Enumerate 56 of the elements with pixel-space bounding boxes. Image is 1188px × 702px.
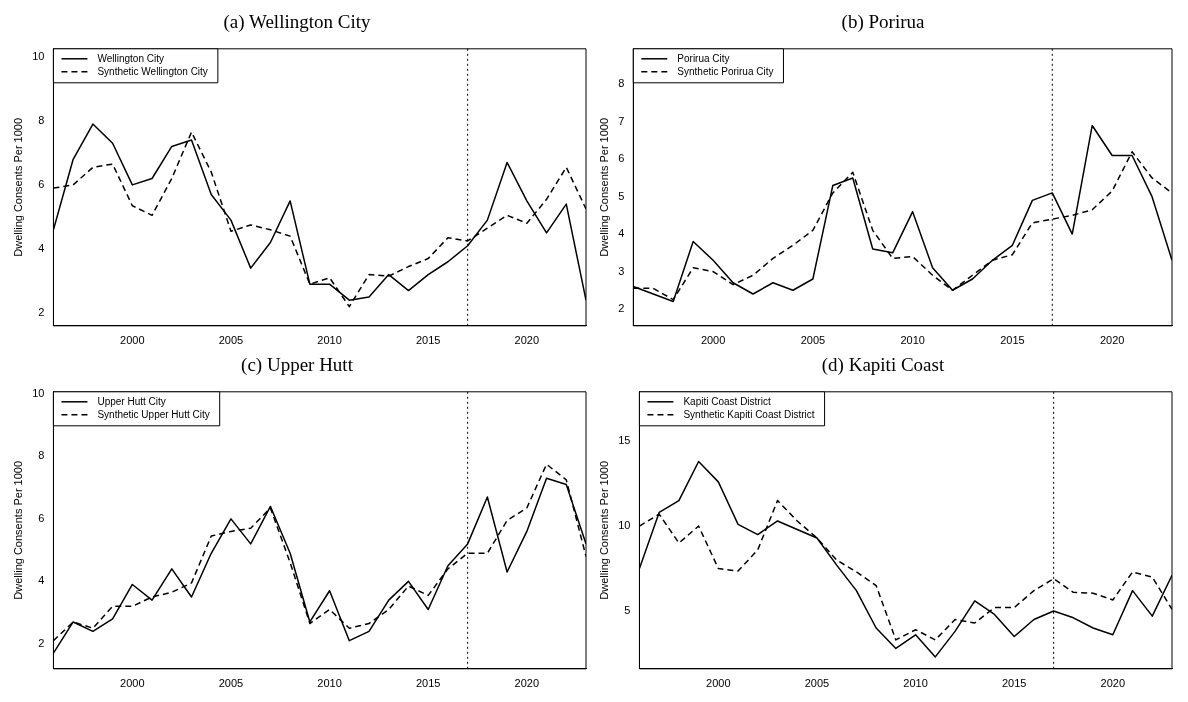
- y-tick-label: 5: [618, 189, 625, 202]
- x-tick-label: 2020: [1100, 677, 1126, 690]
- x-tick-label: 2000: [706, 677, 731, 690]
- y-axis-title: Dwelling Consents Per 1000: [597, 460, 610, 600]
- legend-label: Synthetic Upper Hutt City: [97, 408, 210, 420]
- y-tick-label: 4: [38, 241, 45, 254]
- y-tick-label: 4: [618, 227, 625, 240]
- x-tick-label: 2005: [800, 334, 826, 347]
- chart-title: (b) Porirua: [841, 11, 925, 34]
- y-axis-title: Dwelling Consents Per 1000: [11, 460, 24, 600]
- y-axis-title: Dwelling Consents Per 1000: [11, 117, 24, 257]
- y-tick-label: 6: [38, 177, 45, 190]
- x-tick-label: 2005: [218, 334, 244, 347]
- legend-label: Wellington City: [97, 52, 164, 64]
- x-tick-label: 2005: [804, 677, 830, 690]
- y-tick-label: 2: [38, 306, 45, 319]
- y-tick-label: 2: [38, 636, 45, 649]
- y-tick-label: 10: [32, 49, 45, 62]
- chart-title: (a) Wellington City: [223, 11, 371, 34]
- x-tick-label: 2015: [415, 677, 441, 690]
- x-tick-label: 2010: [900, 334, 925, 347]
- x-tick-label: 2010: [317, 334, 342, 347]
- x-tick-label: 2015: [415, 334, 441, 347]
- x-tick-label: 2010: [317, 677, 342, 690]
- x-tick-label: 2015: [1001, 677, 1027, 690]
- x-tick-label: 2010: [903, 677, 928, 690]
- x-tick-label: 2020: [1099, 334, 1125, 347]
- x-tick-label: 2000: [700, 334, 726, 347]
- y-tick-label: 6: [618, 152, 625, 165]
- legend-label: Upper Hutt City: [97, 395, 166, 407]
- legend-label: Porirua City: [677, 52, 730, 64]
- y-tick-label: 8: [38, 113, 45, 126]
- y-tick-label: 3: [618, 264, 625, 277]
- legend-label: Synthetic Wellington City: [97, 65, 208, 77]
- y-tick-label: 5: [624, 604, 631, 617]
- y-tick-label: 10: [618, 519, 631, 532]
- chart-title: (c) Upper Hutt: [241, 354, 354, 377]
- y-tick-label: 6: [38, 511, 45, 524]
- chart-title: (d) Kapiti Coast: [821, 354, 945, 377]
- x-tick-label: 2005: [218, 677, 244, 690]
- x-tick-label: 2000: [120, 677, 145, 690]
- x-tick-label: 2020: [514, 677, 540, 690]
- y-tick-label: 8: [618, 77, 625, 90]
- x-tick-label: 2000: [120, 334, 145, 347]
- x-tick-label: 2015: [1000, 334, 1025, 347]
- y-axis-title: Dwelling Consents Per 1000: [597, 117, 610, 257]
- y-tick-label: 2: [618, 301, 625, 314]
- y-tick-label: 10: [32, 387, 45, 400]
- legend-label: Synthetic Porirua City: [677, 65, 774, 77]
- y-tick-label: 8: [38, 449, 45, 462]
- y-tick-label: 4: [38, 574, 45, 587]
- y-tick-label: 7: [618, 114, 625, 127]
- legend-label: Synthetic Kapiti Coast District: [683, 408, 815, 420]
- legend-label: Kapiti Coast District: [683, 395, 771, 407]
- y-tick-label: 15: [618, 434, 631, 447]
- x-tick-label: 2020: [514, 334, 540, 347]
